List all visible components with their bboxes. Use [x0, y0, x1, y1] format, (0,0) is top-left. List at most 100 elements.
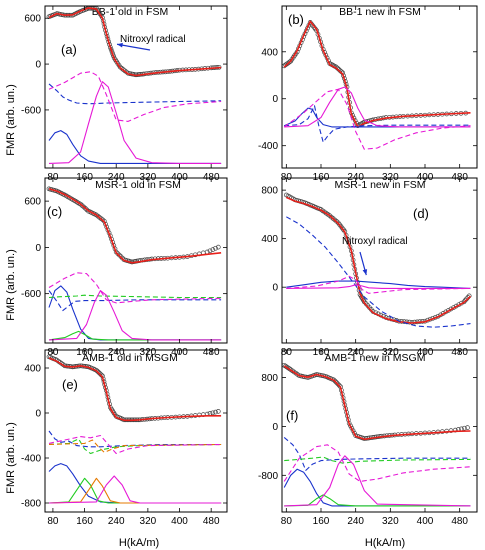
panel-e-series-green-solid-4: [48, 477, 222, 504]
panel-c-series-experimental-0-point: [117, 252, 122, 258]
panel-f-series-experimental-0: [282, 362, 470, 441]
panel-a-arrowhead-icon: [117, 42, 123, 48]
panel-f-series-green-dashed-5: [284, 456, 471, 464]
panel-f-plot-area: [282, 362, 471, 507]
panel-c-series-fit-1: [48, 188, 222, 264]
panel-e-series-green-dashed-5: [48, 438, 222, 455]
panel-e-y-tick-label: 0: [35, 409, 41, 420]
panel-e-y-tick-label: -400: [21, 454, 41, 465]
panel-e-series-experimental-0-point: [210, 410, 216, 416]
panel-d: MSR-1 new in FSM (d) 80 160 240 320 400 48080…: [261, 177, 478, 358]
panel-c-series-experimental-0-point: [207, 248, 213, 254]
panel-c-title: MSR-1 old in FSM: [95, 179, 181, 191]
panel-f-x-tick-label: 80: [281, 516, 293, 527]
panel-a-annotation-arrow: [116, 43, 151, 51]
panel-f-series-experimental-0-point: [336, 382, 342, 388]
panel-a-plot-area: [46, 6, 222, 164]
panel-f-series-green-solid-4: [284, 494, 471, 507]
panel-f-x-tick-label: 480: [451, 516, 468, 527]
panel-b-series-magenta-dashed-5: [283, 88, 471, 150]
panel-e-series-magenta-solid-8: [48, 475, 222, 504]
panel-c-series-experimental-0-point: [210, 247, 216, 252]
panel-e-series-fit-1: [48, 357, 222, 422]
x-axis-label-left: H(kA/m): [119, 537, 159, 549]
panel-d-series-magenta-solid-4: [286, 284, 471, 289]
panel-b-series-experimental-0-point: [287, 59, 292, 65]
panel-b: BB-1 new in FSM (b) 80 160 240 320 400 480400…: [258, 5, 478, 183]
panel-b-y-tick-label: -400: [258, 141, 278, 152]
panel-c-series-experimental-0-point: [213, 245, 218, 251]
panel-e-series-blue-solid-2: [48, 463, 222, 504]
panel-d-plot-area: [283, 192, 472, 328]
panel-f-series-experimental-0-point: [334, 380, 339, 385]
panel-c-y-tick-label: -600: [21, 289, 41, 300]
panel-b-series-fit-1: [283, 20, 471, 128]
panel-a-annotation-text: Nitroxyl radical: [120, 34, 186, 45]
panel-e-plot-area: [46, 354, 222, 504]
panel-b-series-blue-dashed-3: [284, 105, 471, 143]
panel-c-y-tick-label: 600: [24, 197, 41, 208]
panel-d-series-experimental-0-point: [461, 299, 467, 305]
panel-b-y-tick-label: 0: [272, 94, 278, 105]
panel-f-series-magenta-solid-6: [284, 455, 471, 507]
panel-f-series-experimental-0-point: [335, 381, 341, 387]
panel-c-series-experimental-0-point: [83, 206, 88, 211]
panel-e-x-tick-label: 240: [108, 516, 125, 527]
panel-f-y-tick-label: -800: [258, 471, 278, 482]
panel-b-plot-area: [282, 20, 471, 150]
panel-f-series-magenta-dashed-7: [283, 444, 471, 482]
panel-a-series-blue-dashed-3: [48, 83, 222, 105]
panel-f-y-tick-label: 0: [272, 422, 278, 433]
panel-c: MSR-1 old in FSM (c) 80 160 240 320 400 48060…: [21, 177, 228, 358]
panel-f-title: AMB-1 new in MSGM: [325, 352, 426, 364]
panel-f-series-experimental-0-point: [332, 378, 338, 384]
y-axis-label-top: FMR (arb. un.): [5, 84, 17, 156]
panel-c-series-experimental-0: [46, 186, 221, 265]
panel-f-series-fit-1: [283, 365, 471, 441]
panel-f-x-tick-label: 160: [313, 516, 330, 527]
y-axis-label-bottom: FMR (arb. un.): [5, 422, 17, 494]
panel-a-series-fit-1: [48, 7, 222, 77]
panel-c-letter: (c): [47, 204, 62, 219]
panel-c-y-tick-label: 0: [35, 243, 41, 254]
panel-a-title: BB-1 old in FSM: [92, 6, 168, 18]
panel-e-series-experimental-0-point: [213, 409, 218, 415]
panel-f: AMB-1 new in MSGM (f) 80 160 240 320 400 480 8…: [258, 349, 478, 527]
panel-f-series-experimental-0-point: [448, 428, 454, 433]
panel-c-series-blue-dashed-3: [48, 290, 222, 312]
panel-f-x-tick-label: 320: [382, 516, 399, 527]
panel-e-series-experimental-0-point: [215, 409, 221, 414]
panel-f-series-experimental-0-point: [462, 425, 467, 431]
panel-a-letter: (a): [61, 42, 77, 57]
panel-f-frame: [281, 349, 478, 513]
panel-d-arrowhead-icon: [362, 269, 368, 276]
panel-f-x-tick-label: 240: [347, 516, 364, 527]
panel-a-series-blue-solid-2: [48, 130, 222, 164]
panel-d-series-fit-1: [285, 196, 472, 324]
panel-c-series-green-solid-4: [48, 330, 222, 341]
panel-e-series-magenta-dashed-9: [48, 434, 222, 455]
panel-c-series-experimental-0-point: [113, 249, 119, 255]
panel-d-y-tick-label: 0: [272, 283, 278, 294]
panel-d-series-blue-solid-2: [286, 280, 471, 289]
panel-d-frame: [281, 177, 478, 344]
panel-c-series-experimental-0-point: [215, 244, 221, 250]
panel-a-y-tick-label: 600: [24, 14, 41, 25]
panel-f-letter: (f): [286, 408, 298, 423]
panel-b-y-tick-label: 400: [261, 47, 278, 58]
panel-c-frame: [44, 177, 228, 344]
panel-c-plot-area: [46, 186, 222, 341]
panel-a-y-tick-label: 0: [35, 60, 41, 71]
y-axis-label-middle: FMR (arb. un.): [5, 249, 17, 321]
panel-d-title: MSR-1 new in FSM: [334, 179, 425, 191]
panel-c-series-magenta-solid-6: [48, 290, 222, 341]
panel-e-x-tick-label: 480: [203, 516, 220, 527]
panel-d-series-magenta-dashed-5: [286, 275, 471, 294]
panel-e-series-orange-dashed-7: [48, 439, 222, 453]
panel-e: AMB-1 old in MSGM (e) 80 160 240 320 400 480 4…: [21, 349, 228, 527]
panel-c-series-green-dashed-5: [48, 294, 222, 299]
panel-e-letter: (e): [62, 377, 78, 392]
panel-a-frame: [44, 5, 228, 169]
panel-a-series-magenta-solid-4: [48, 81, 222, 164]
panel-c-series-magenta-dashed-7: [48, 272, 222, 304]
